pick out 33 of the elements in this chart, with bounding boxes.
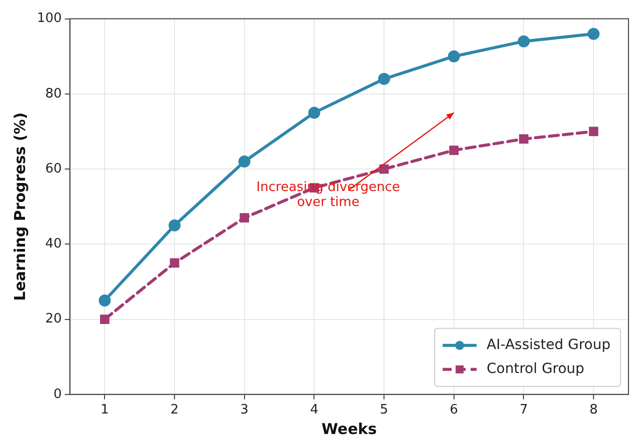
point bbox=[168, 219, 181, 232]
y-tick-label: 0 bbox=[54, 386, 62, 402]
point bbox=[100, 314, 110, 324]
y-tick-label: 60 bbox=[45, 161, 62, 176]
y-axis-title: Learning Progress (%) bbox=[10, 112, 29, 301]
point bbox=[588, 126, 598, 136]
point bbox=[519, 134, 528, 144]
x-tick-label: 1 bbox=[100, 402, 109, 418]
point bbox=[518, 35, 530, 48]
point bbox=[98, 294, 111, 306]
x-axis-title: Weeks bbox=[322, 420, 377, 438]
y-tick-label: 80 bbox=[45, 86, 62, 102]
point bbox=[308, 106, 320, 119]
point bbox=[379, 164, 389, 174]
x-tick-label: 2 bbox=[170, 402, 179, 418]
x-tick-label: 5 bbox=[380, 402, 388, 418]
point bbox=[238, 156, 250, 168]
point bbox=[588, 28, 600, 40]
x-tick-label: 6 bbox=[450, 402, 458, 418]
point bbox=[448, 50, 460, 62]
x-tick-label: 3 bbox=[240, 402, 249, 418]
point bbox=[240, 213, 250, 223]
y-tick-label: 40 bbox=[45, 236, 62, 252]
legend-label: AI-Assisted Group bbox=[486, 337, 611, 354]
x-tick-label: 4 bbox=[310, 402, 318, 418]
x-tick-label: 7 bbox=[520, 402, 528, 418]
y-tick-label: 100 bbox=[36, 11, 62, 26]
point bbox=[449, 146, 459, 155]
point bbox=[378, 72, 390, 85]
y-tick-label: 20 bbox=[45, 312, 62, 327]
point bbox=[170, 258, 180, 268]
x-tick-label: 8 bbox=[589, 402, 598, 418]
legend-label: Control Group bbox=[486, 361, 584, 378]
